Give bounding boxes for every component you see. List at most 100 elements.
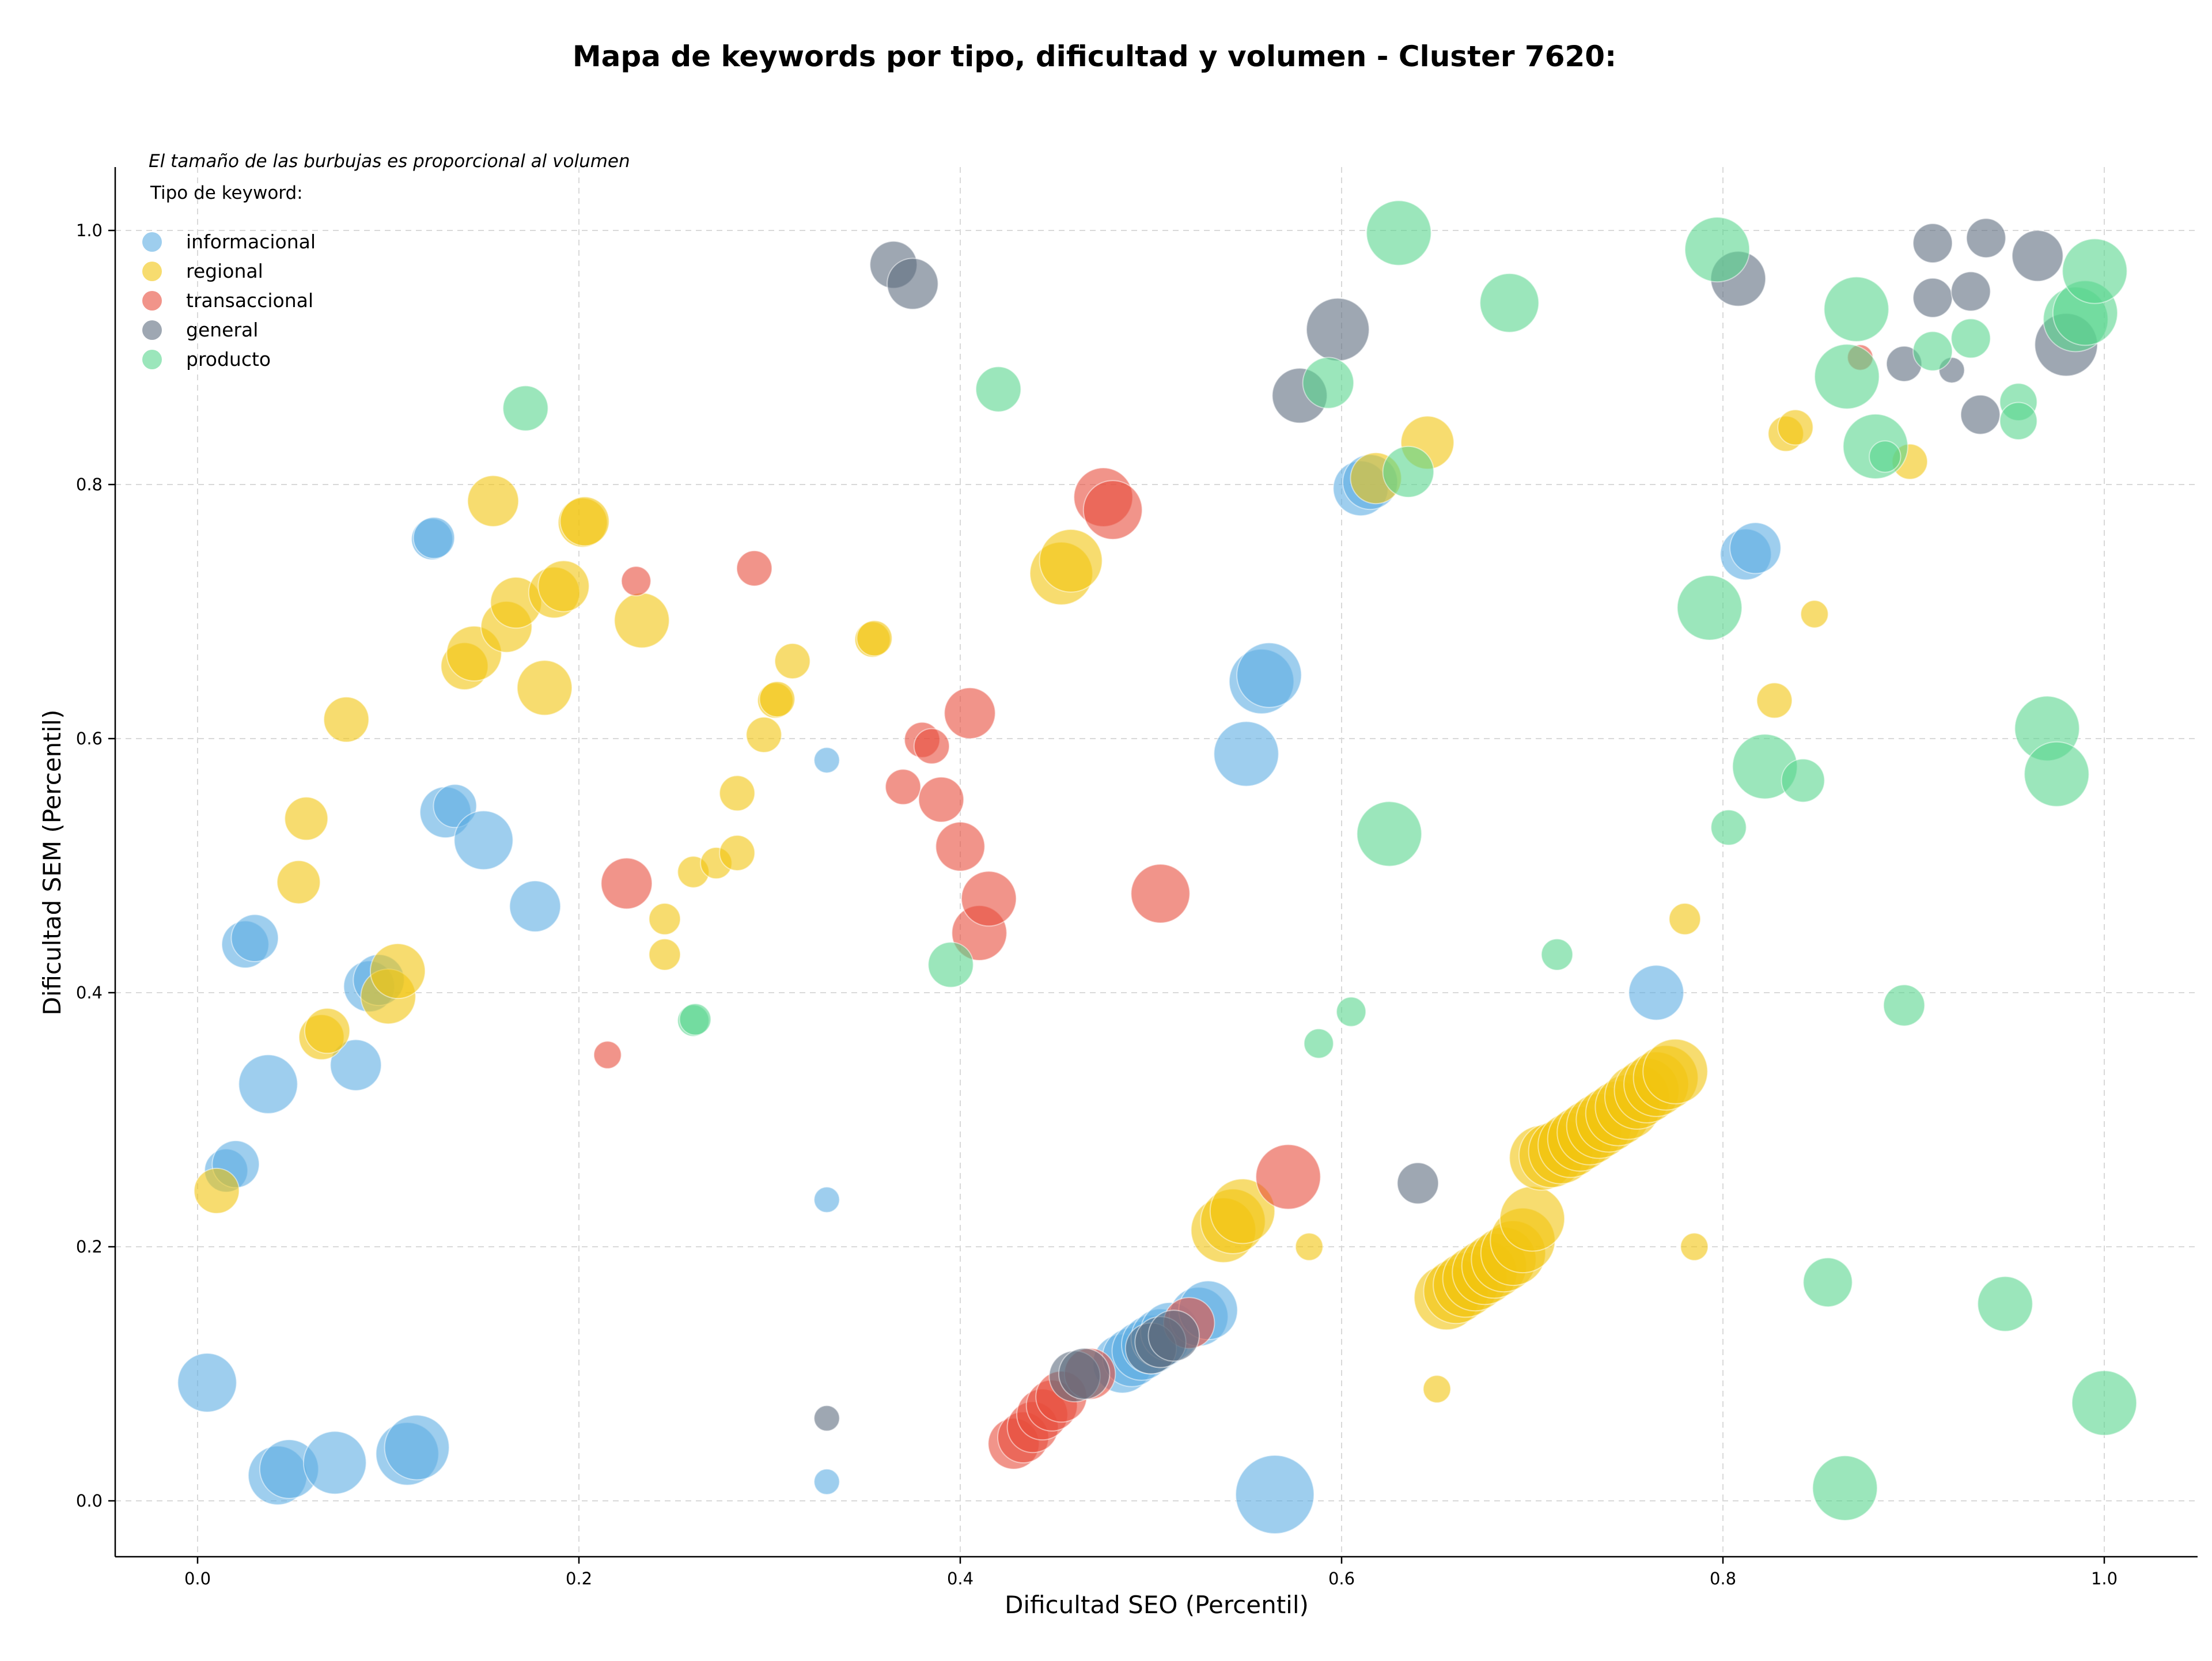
x-tick-label: 1.0 (2091, 1569, 2118, 1588)
bubble-producto (1479, 273, 1540, 333)
bubble-informacional (813, 747, 840, 774)
bubble-informacional (1235, 1455, 1315, 1534)
bubble-regional (774, 642, 811, 680)
bubble-general (1960, 394, 2001, 435)
bubble-regional (369, 943, 426, 1000)
legend-item-producto: producto (142, 348, 271, 370)
bubble-producto (1356, 801, 1422, 867)
bubble-regional (1294, 1232, 1324, 1261)
bubble-regional (323, 696, 370, 743)
legend-item-informacional: informacional (142, 230, 316, 253)
bubble-producto (2071, 1370, 2138, 1436)
bubble-size-note: El tamaño de las burbujas es proporciona… (149, 151, 630, 172)
bubble-informacional (509, 880, 562, 933)
bubble-regional (613, 592, 670, 649)
bubble-producto (1823, 276, 1889, 342)
bubble-regional (1499, 1186, 1566, 1252)
bubble-regional (648, 938, 681, 971)
bubble-transaccional (620, 566, 652, 597)
bubble-layer (177, 200, 2138, 1534)
bubble-producto (1303, 1028, 1334, 1059)
bubble-transaccional (918, 776, 965, 823)
y-tick-label: 0.0 (76, 1491, 103, 1511)
bubble-regional (537, 560, 590, 612)
series-producto (502, 200, 2138, 1521)
y-axis-label: Dificultad SEM (Percentil) (38, 710, 66, 1016)
bubble-producto (1540, 938, 1574, 971)
bubble-regional (1680, 1232, 1709, 1261)
bubble-transaccional (1255, 1144, 1321, 1210)
bubble-regional (1756, 682, 1793, 719)
bubble-informacional (1213, 721, 1279, 787)
bubble-informacional (813, 1186, 840, 1213)
y-tick-label: 0.4 (76, 983, 103, 1002)
legend-label: regional (186, 260, 263, 282)
bubble-transaccional (944, 687, 996, 740)
bubble-producto (975, 366, 1022, 413)
y-tick-label: 0.6 (76, 729, 103, 748)
bubble-informacional (302, 1431, 367, 1495)
bubble-regional (467, 475, 520, 527)
bubble-transaccional (1130, 864, 1191, 924)
bubble-regional (745, 716, 782, 754)
x-tick-label: 0.6 (1328, 1569, 1355, 1588)
bubble-informacional (384, 1414, 450, 1481)
bubble-transaccional (600, 857, 653, 910)
bubble-general (1058, 1348, 1111, 1400)
series-general (813, 218, 2099, 1432)
bubble-general (887, 258, 939, 310)
bubble-transaccional (935, 821, 986, 872)
bubble-informacional (412, 516, 456, 559)
bubble-informacional (1236, 642, 1302, 708)
bubble-regional (1039, 528, 1103, 593)
bubble-producto (502, 385, 549, 432)
bubble-producto (1883, 984, 1926, 1027)
x-tick-label: 0.8 (1710, 1569, 1736, 1588)
bubble-producto (1814, 343, 1880, 410)
bubble-regional (719, 834, 756, 872)
series-regional (194, 409, 1928, 1403)
bubble-producto (1977, 1276, 2033, 1332)
bubble-general (2012, 229, 2064, 282)
bubble-producto (2024, 741, 2090, 807)
bubble-regional (559, 496, 610, 547)
bubble-transaccional (1082, 480, 1143, 540)
legend-marker (142, 291, 162, 311)
legend-item-transaccional: transaccional (142, 289, 313, 312)
bubble-informacional (813, 1468, 840, 1495)
y-tick-label: 1.0 (76, 221, 103, 240)
legend-marker (142, 320, 162, 340)
bubble-informacional (1729, 522, 1782, 574)
legend-marker (142, 350, 162, 369)
bubble-producto (1912, 331, 1953, 372)
axis-ticks: 0.0 0.0 0.2 0.2 0.4 0.4 0.6 0.6 0.8 0.8 1.0 1.0 (76, 221, 2118, 1588)
bubble-regional (719, 775, 756, 812)
bubble-informacional (230, 914, 279, 962)
bubble-regional (1642, 1038, 1709, 1104)
x-tick-label: 0.0 (184, 1569, 211, 1588)
bubble-producto (679, 1003, 712, 1036)
bubble-regional (1668, 902, 1702, 936)
bubble-general (1396, 1162, 1440, 1205)
bubble-producto (1950, 318, 1991, 359)
legend-label: producto (186, 348, 271, 370)
bubble-producto (1366, 200, 1432, 266)
y-tick-label: 0.8 (76, 475, 103, 494)
bubble-general (1965, 218, 2006, 259)
bubble-producto (1999, 402, 2038, 441)
legend-label: transaccional (186, 289, 313, 312)
chart-title: Mapa de keywords por tipo, dificultad y … (573, 40, 1616, 73)
bubble-transaccional (736, 550, 773, 587)
bubble-general (1912, 277, 1953, 318)
bubble-regional (304, 1008, 351, 1054)
bubble-producto (1302, 357, 1355, 409)
bubble-producto (1802, 1257, 1853, 1308)
bubble-regional (1422, 1375, 1452, 1403)
bubble-regional (759, 681, 796, 718)
legend-label: informacional (186, 230, 316, 253)
bubble-informacional (238, 1054, 298, 1114)
bubble-regional (516, 660, 573, 716)
bubble-general (813, 1405, 840, 1432)
series-informacional (177, 454, 1782, 1534)
